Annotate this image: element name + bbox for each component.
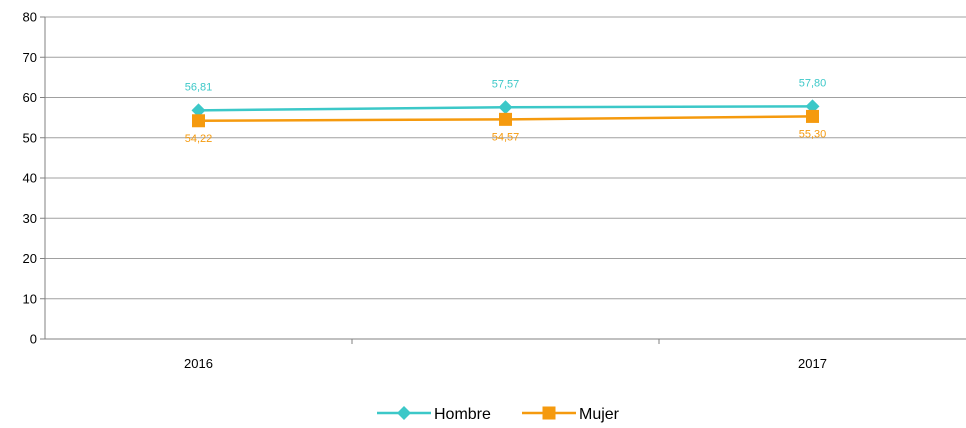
data-label: 54,57 xyxy=(492,131,520,143)
x-axis-ticks: 2016 2017 xyxy=(184,339,827,371)
y-axis-ticks: 0 10 20 30 40 50 60 70 80 xyxy=(23,10,45,347)
legend-label: Mujer xyxy=(579,406,620,423)
data-label: 56,81 xyxy=(185,81,213,93)
y-tick-label: 20 xyxy=(23,251,37,266)
legend-item-hombre: Hombre xyxy=(377,406,491,423)
data-point xyxy=(191,103,206,118)
data-label: 57,80 xyxy=(799,77,827,89)
data-point xyxy=(498,100,513,115)
legend-marker xyxy=(397,406,411,420)
y-tick-label: 50 xyxy=(23,130,37,145)
y-tick-label: 40 xyxy=(23,171,37,186)
series-layer: 56,81 57,57 57,80 54,22 54,57 55,30 xyxy=(185,77,827,144)
gridlines xyxy=(45,16,966,300)
y-tick-label: 30 xyxy=(23,211,37,226)
legend-marker xyxy=(542,406,556,420)
data-label: 57,57 xyxy=(492,78,520,90)
y-tick-label: 70 xyxy=(23,50,37,65)
y-tick-label: 0 xyxy=(30,332,37,347)
y-tick-label: 60 xyxy=(23,90,37,105)
x-tick-label: 2016 xyxy=(184,356,213,371)
y-tick-label: 10 xyxy=(23,291,37,306)
data-label: 54,22 xyxy=(185,133,213,145)
legend-label: Hombre xyxy=(434,406,491,423)
data-point xyxy=(805,99,820,114)
data-point xyxy=(192,114,205,128)
legend-item-mujer: Mujer xyxy=(522,406,620,423)
x-tick-label: 2017 xyxy=(798,356,827,371)
data-point xyxy=(499,112,512,126)
y-tick-label: 80 xyxy=(23,10,37,25)
series-mujer: 54,22 54,57 55,30 xyxy=(185,109,827,145)
series-hombre: 56,81 57,57 57,80 xyxy=(185,77,827,118)
data-label: 55,30 xyxy=(799,128,827,140)
data-point xyxy=(806,109,819,123)
legend: Hombre Mujer xyxy=(377,406,620,423)
